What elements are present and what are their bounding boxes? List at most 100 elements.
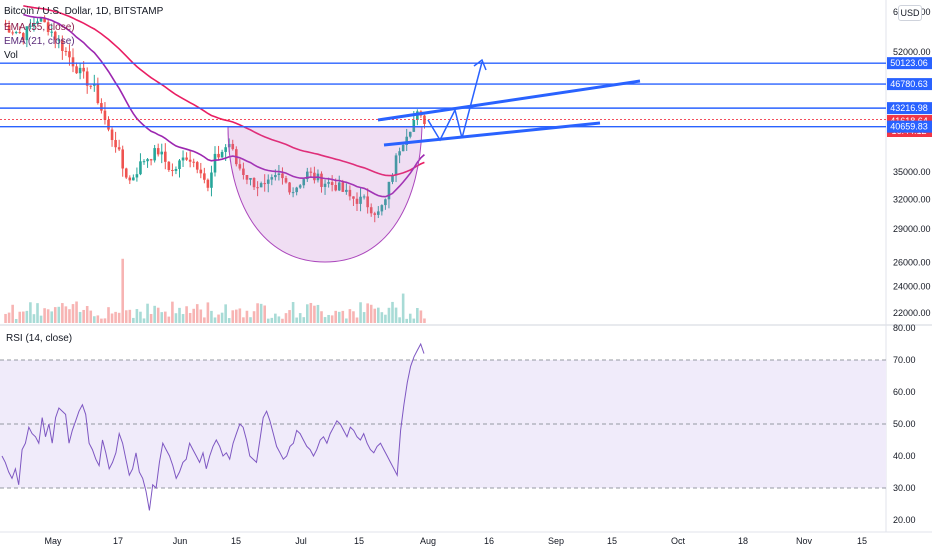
price-label-text: 43216.98 [890,103,928,113]
volume-bar [29,302,32,323]
volume-bar [188,312,192,323]
volume-bar [270,317,274,323]
volume-bar [224,304,227,323]
volume-group [4,258,426,323]
volume-bar [153,305,156,323]
volume-bar [32,314,36,323]
candle-body [124,168,128,178]
candle-body [256,187,259,189]
volume-bar [146,303,149,323]
time-tick-label: Nov [796,536,813,546]
volume-bar [132,317,135,323]
volume-bar [149,313,153,323]
candle-body [330,182,334,185]
candle-body [164,151,167,162]
volume-bar [249,317,252,323]
volume-bar [277,316,281,323]
candle-body [238,164,242,169]
candle-body [53,31,57,40]
candle-body [281,173,284,179]
candle-body [117,147,121,150]
candle-body [380,205,384,212]
currency-badge[interactable]: USD [898,5,922,21]
volume-bar [178,307,181,323]
candle-body [32,23,36,26]
channel-upper-line [377,79,641,122]
candle-body [43,18,46,23]
candle-body [391,175,394,182]
volume-bar [373,308,377,323]
price-tick-label: 29000.00 [893,224,931,234]
volume-bar [362,312,366,323]
rsi-line [1,342,425,511]
candle-body [277,173,281,176]
volume-bar [284,313,288,323]
candle-body [337,182,341,191]
volume-bar [398,317,401,323]
ema21-legend[interactable]: EMA (21, close) [4,36,75,47]
volume-bar [355,317,359,323]
volume-bar [348,309,352,323]
volume-bar [217,314,220,323]
volume-bar [124,310,128,323]
volume-bar [210,310,213,323]
rsi-tick-label: 70.00 [893,355,916,365]
volume-bar [352,311,355,323]
volume-bar [220,312,224,323]
time-tick-label: 17 [113,536,123,546]
volume-bar [288,310,291,323]
volume-bar [64,306,68,323]
ema55-legend[interactable]: EMA (55, close) [4,22,75,33]
price-tick-label: 24000.00 [893,282,931,292]
volume-bar [103,318,107,323]
candle-body [355,198,359,204]
rsi-tick-label: 20.00 [893,515,916,525]
volume-bar [345,318,348,323]
volume-bar [117,312,121,323]
candle-body [359,196,362,204]
volume-bar [327,314,330,323]
volume-bar [259,303,263,323]
candle-body [82,67,85,72]
volume-bar [53,307,57,323]
volume-bar [192,308,195,323]
volume-bar [18,311,22,323]
rsi-title[interactable]: RSI (14, close) [6,333,73,344]
volume-bar [174,313,178,323]
candle-body [7,25,11,33]
volume-bar [203,317,206,323]
candle-body [199,169,203,174]
volume-bar [245,310,249,323]
volume-bar [401,293,405,323]
candle-body [192,161,195,163]
volume-bar [416,308,419,323]
volume-bar [39,315,43,323]
volume-bar [195,304,199,323]
volume-bar [181,314,185,323]
volume-bar [43,308,46,323]
time-tick-label: Sep [548,536,564,546]
rsi-tick-label: 60.00 [893,387,916,397]
candle-body [71,57,75,67]
time-tick-label: 15 [607,536,617,546]
volume-bar [320,311,323,323]
candle-body [249,177,252,180]
candle-body [128,177,132,181]
volume-bar [142,318,146,323]
volume-bar [139,311,142,323]
volume-bar [135,309,139,323]
volume-bar [412,318,416,323]
candle-body [36,21,39,24]
candle-body [167,161,171,170]
volume-bar [185,306,188,323]
volume-bar [231,310,235,323]
volume-bar [242,317,245,323]
volume-bar [323,317,327,323]
volume-bar [71,304,75,323]
candle-body [110,129,114,141]
volume-legend[interactable]: Vol [4,50,18,61]
rsi-tick-label: 40.00 [893,451,916,461]
candle-body [220,151,224,158]
